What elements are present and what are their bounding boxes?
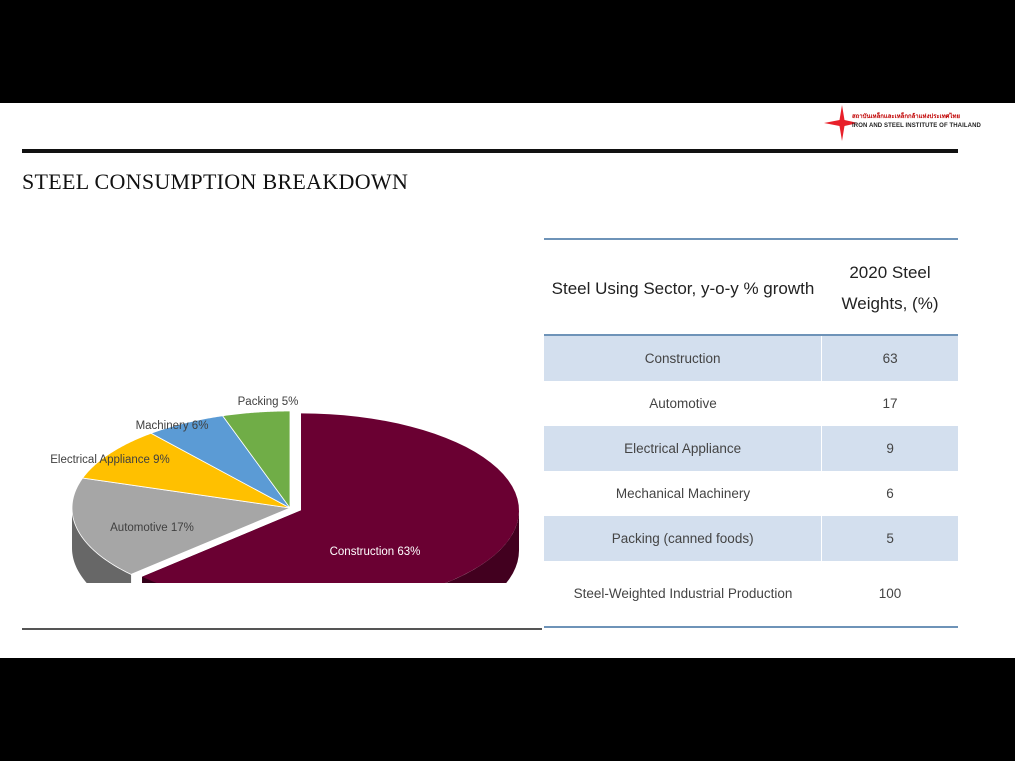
- sector-weights-table: Steel Using Sector, y-o-y % growth 2020 …: [544, 238, 958, 628]
- cell-sector: Steel-Weighted Industrial Production: [573, 586, 793, 601]
- cell-sector: Mechanical Machinery: [615, 486, 751, 501]
- pie-slice-construction: [142, 413, 520, 583]
- pie-slice-machinery: [150, 415, 291, 509]
- page-title: STEEL CONSUMPTION BREAKDOWN: [22, 169, 409, 194]
- header-sector: Steel Using Sector, y-o-y % growth: [551, 278, 815, 298]
- slide: สถาบันเหล็กและเหล็กกล้าแห่งประเทศไทย IRO…: [0, 103, 1015, 658]
- pie-slice-packing: [221, 410, 291, 510]
- footer-rule: [22, 628, 542, 630]
- header-weight: 2020 Steel Weights, (%): [841, 263, 939, 313]
- logo-thai-text: สถาบันเหล็กและเหล็กกล้าแห่งประเทศไทย: [852, 113, 960, 120]
- pie-slice-top: [81, 432, 291, 509]
- pie-slice-electrical-appliance: [81, 432, 291, 509]
- logo-english-text: IRON AND STEEL INSTITUTE OF THAILAND: [852, 123, 981, 129]
- pie-slice-top: [150, 415, 291, 509]
- table-header-row: Steel Using Sector, y-o-y % growth 2020 …: [544, 240, 958, 336]
- cell-sector: Automotive: [649, 396, 717, 411]
- star-logo-icon: [824, 105, 858, 141]
- pie-label-construction: Construction 63%: [330, 546, 421, 558]
- pie-label-electrical-appliance: Electrical Appliance 9%: [50, 454, 170, 466]
- pie-slice-side: [72, 508, 132, 583]
- pie-label-automotive: Automotive 17%: [110, 522, 194, 534]
- pie-slice-side: [142, 510, 520, 583]
- header-rule: [22, 149, 958, 153]
- cell-sector: Electrical Appliance: [544, 426, 823, 471]
- pie-slice-top: [142, 413, 519, 583]
- pie-label-machinery: Machinery 6%: [136, 420, 209, 432]
- cell-weight: 6: [886, 486, 894, 501]
- cell-weight: 9: [886, 441, 894, 456]
- cell-sector: Packing (canned foods): [544, 516, 823, 561]
- cell-weight: 100: [878, 586, 902, 601]
- table-row: Steel-Weighted Industrial Production 100: [544, 561, 958, 626]
- pie-label-packing: Packing 5%: [238, 396, 299, 408]
- pie-slice-top: [71, 477, 292, 575]
- pie-chart: Construction 63% Automotive 17% Electrical…: [50, 396, 520, 583]
- pie-slice-top: [221, 410, 291, 510]
- cell-sector: Construction: [544, 336, 823, 381]
- table-row: Construction 63: [544, 336, 958, 381]
- table-row: Automotive 17: [544, 381, 958, 426]
- cell-weight: 17: [882, 396, 898, 411]
- cell-weight: 5: [886, 531, 894, 546]
- table-row: Mechanical Machinery 6: [544, 471, 958, 516]
- cell-weight: 63: [882, 351, 898, 366]
- pie-slice-automotive: [71, 477, 292, 583]
- table-row: Packing (canned foods) 5: [544, 516, 958, 561]
- table-row: Electrical Appliance 9: [544, 426, 958, 471]
- institute-logo: [820, 103, 1015, 143]
